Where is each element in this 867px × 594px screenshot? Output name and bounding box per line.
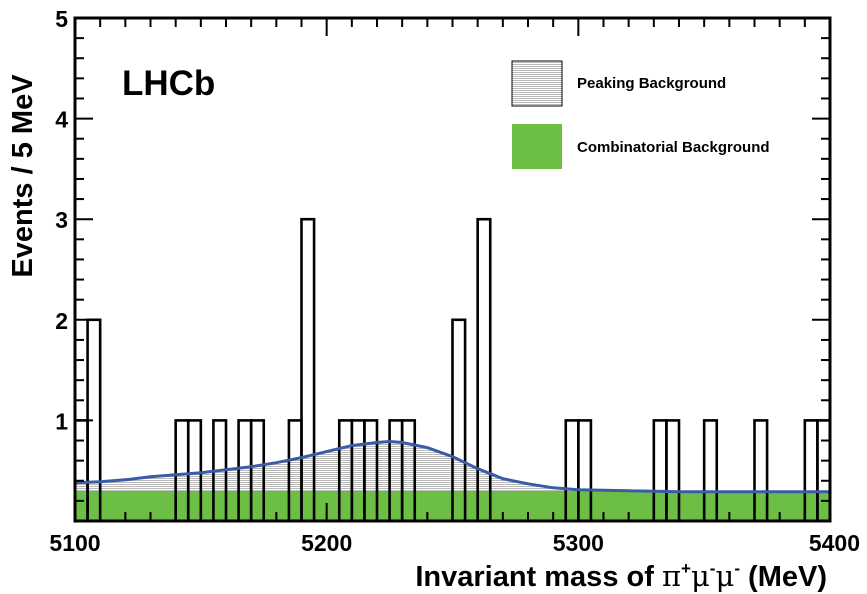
x-axis-title: Invariant mass of π+μ-μ- (MeV) [415, 559, 827, 593]
y-tick-label: 1 [55, 408, 68, 434]
y-tick-label: 4 [55, 107, 68, 133]
x-tick-label: 5400 [809, 530, 860, 556]
y-tick-label: 2 [55, 308, 68, 334]
x-tick-label: 5200 [301, 530, 352, 556]
x-tick-label: 5100 [49, 530, 100, 556]
x-tick-label: 5300 [553, 530, 604, 556]
y-tick-label: 5 [55, 6, 68, 32]
y-axis-title: Events / 5 MeV [7, 74, 39, 278]
y-tick-label: 3 [55, 207, 68, 233]
legend-swatch-peaking-background [511, 60, 563, 107]
legend-label-combinatorial-background: Combinatorial Background [577, 139, 770, 156]
legend-swatch-combinatorial-background [512, 124, 562, 169]
legend-label-peaking-background: Peaking Background [577, 75, 726, 92]
lhcb-label: LHCb [122, 64, 215, 103]
total-fit-line [74, 439, 830, 494]
